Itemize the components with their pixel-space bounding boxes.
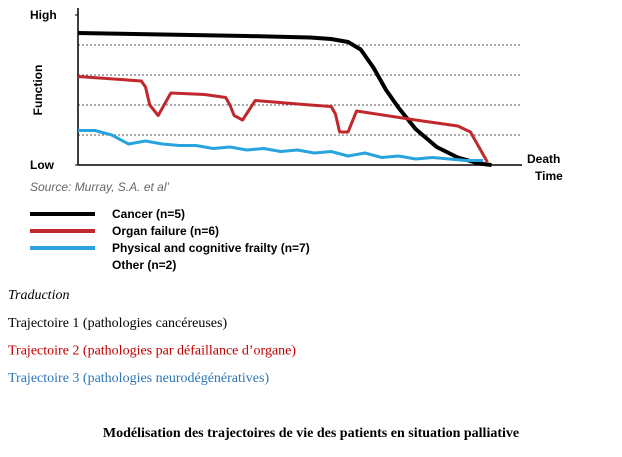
y-axis-title: Function — [31, 65, 45, 116]
translation-heading: Traduction — [8, 288, 69, 303]
series-line — [78, 129, 484, 162]
legend-label: Other (n=2) — [112, 258, 176, 272]
series-line — [77, 75, 489, 163]
translation-line: Trajectoire 2 (pathologies par défaillan… — [8, 344, 296, 359]
caption: Modélisation des trajectoires de vie des… — [103, 426, 519, 441]
translation-line: Trajectoire 1 (pathologies cancéreuses) — [8, 316, 227, 331]
x-end-label: Death — [527, 152, 560, 166]
series-line — [77, 31, 492, 167]
translation-line: Trajectoire 3 (pathologies neurodégénéra… — [8, 371, 269, 386]
legend-label: Cancer (n=5) — [112, 207, 185, 221]
legend-label: Organ failure (n=6) — [112, 224, 219, 238]
x-axis-title: Time — [535, 169, 563, 183]
legend-label: Physical and cognitive frailty (n=7) — [112, 241, 310, 255]
grid — [78, 44, 520, 136]
y-tick-label: High — [30, 8, 57, 22]
y-tick-label: Low — [30, 158, 55, 172]
source: Source: Murray, S.A. et al' — [30, 180, 169, 194]
